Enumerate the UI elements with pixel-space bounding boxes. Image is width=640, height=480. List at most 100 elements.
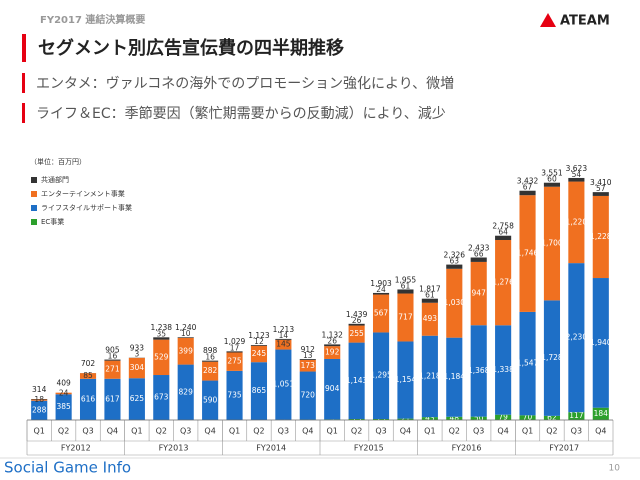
- x-tick-label: Q3: [278, 427, 289, 436]
- bar-segment: [592, 278, 609, 408]
- group-label: FY2017: [549, 444, 579, 453]
- legend-swatch: [31, 205, 37, 211]
- data-label: 16: [108, 352, 118, 361]
- bar-segment: [177, 337, 194, 338]
- bar-segment: [31, 400, 48, 420]
- group-label: FY2015: [354, 444, 384, 453]
- data-label: 1,143: [346, 376, 368, 385]
- data-label: 17: [230, 343, 240, 352]
- bar-segment: [495, 325, 512, 415]
- bar-segment: [592, 195, 609, 279]
- data-label: 717: [398, 312, 413, 321]
- data-label: 590: [203, 395, 218, 404]
- x-tick-label: Q2: [156, 427, 167, 436]
- data-label: 673: [154, 393, 169, 402]
- bar-segment: [397, 341, 414, 419]
- data-label: 1,700: [541, 239, 563, 248]
- total-label: 1,213: [273, 325, 295, 334]
- data-label: 54: [572, 170, 582, 179]
- bar-segment: [128, 378, 145, 420]
- data-label: 26: [352, 316, 362, 325]
- data-label: 1,338: [492, 365, 514, 374]
- data-label: 15: [376, 414, 386, 423]
- bar-segment: [592, 407, 609, 420]
- data-label: 625: [130, 394, 145, 403]
- bar-segment: [250, 362, 268, 420]
- bar-segment: [79, 378, 97, 420]
- x-tick-label: Q2: [449, 427, 460, 436]
- bar-segment: [421, 417, 438, 420]
- data-label: 288: [32, 405, 47, 414]
- total-label: 1,123: [248, 331, 270, 340]
- total-label: 2,758: [492, 222, 514, 231]
- bar-segment: [177, 337, 194, 365]
- legend-label: 共通部門: [41, 175, 69, 184]
- bar-segment: [202, 360, 219, 362]
- bar-segment: [568, 177, 585, 182]
- bar-segment: [543, 300, 561, 416]
- total-label: 1,955: [395, 275, 417, 284]
- bar-segment: [104, 378, 121, 420]
- data-label: 385: [56, 402, 71, 411]
- bar-segment: [470, 325, 487, 417]
- x-tick-label: Q1: [229, 427, 240, 436]
- data-label: 1,728: [541, 353, 563, 362]
- data-label: 947: [472, 289, 487, 298]
- group-label: FY2014: [256, 444, 286, 453]
- x-tick-label: Q3: [375, 427, 386, 436]
- bar-segment: [275, 339, 292, 350]
- bar-segment: [470, 261, 487, 326]
- legend-label: EC事業: [41, 217, 64, 226]
- data-label: 3: [134, 350, 139, 359]
- data-label: 255: [349, 329, 364, 338]
- x-tick-label: Q4: [107, 427, 118, 436]
- data-label: 1,368: [468, 366, 490, 375]
- title-bar: [22, 34, 26, 62]
- data-label: 1,184: [444, 372, 466, 381]
- x-tick-label: Q4: [595, 427, 606, 436]
- data-label: 192: [325, 348, 340, 357]
- bar-segment: [495, 235, 512, 240]
- legend-swatch: [31, 191, 37, 197]
- data-label: 1,220: [566, 217, 588, 226]
- data-label: 85: [83, 371, 93, 380]
- bar-segment: [104, 360, 121, 379]
- bar-segment: [153, 375, 170, 420]
- data-label: 904: [325, 384, 340, 393]
- bar-segment: [275, 349, 292, 420]
- bar-segment: [275, 338, 292, 340]
- data-label: 62: [547, 413, 557, 422]
- bar-segment: [519, 190, 536, 196]
- bar-segment: [446, 268, 463, 338]
- bar-segment: [470, 257, 487, 262]
- data-label: 282: [203, 366, 218, 375]
- bar-segment: [31, 399, 48, 401]
- data-label: 1,940: [590, 338, 612, 347]
- bar-segment: [324, 358, 341, 420]
- data-label: 26: [327, 336, 337, 345]
- bar-segment: [543, 415, 561, 420]
- bar-segment: [299, 371, 316, 420]
- data-label: 57: [596, 184, 606, 193]
- data-label: 50: [474, 413, 484, 422]
- data-label: 1,228: [590, 232, 612, 241]
- slide-title: セグメント別広告宣伝費の四半期推移: [38, 37, 344, 59]
- bar-segment: [299, 359, 316, 360]
- total-label: 2,433: [468, 243, 490, 252]
- bar-segment: [568, 263, 585, 413]
- data-label: 720: [301, 391, 316, 400]
- bar-segment: [226, 351, 243, 353]
- data-label: 60: [547, 175, 557, 184]
- total-label: 3,410: [590, 178, 612, 187]
- bar-segment: [226, 370, 243, 420]
- total-label: 1,240: [175, 323, 197, 332]
- x-tick-label: Q1: [34, 427, 45, 436]
- data-label: 48: [450, 413, 460, 422]
- bar-segment: [543, 182, 561, 187]
- section-label: FY2017 連結決算概要: [40, 13, 145, 26]
- bar-segment: [421, 302, 438, 336]
- x-tick-label: Q1: [424, 427, 435, 436]
- bar-segment: [128, 357, 145, 379]
- bar-segment: [421, 298, 438, 303]
- x-tick-label: Q2: [58, 427, 69, 436]
